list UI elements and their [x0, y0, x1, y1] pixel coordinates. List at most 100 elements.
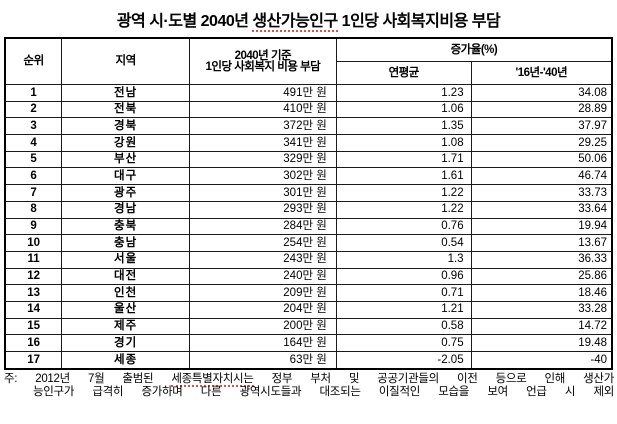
rank-cell: 11 — [4, 250, 63, 269]
annual-growth-cell: 1.35 — [335, 117, 472, 136]
cost-cell: 491만 원 — [188, 84, 337, 102]
table-row: 16 경기 164만 원 0.75 19.48 — [4, 334, 613, 352]
period-growth-cell: 14.72 — [470, 317, 613, 336]
cost-cell: 341만 원 — [188, 134, 337, 152]
region-cell: 경기 — [61, 334, 190, 352]
rank-column-header: 순위 — [4, 37, 63, 85]
period-growth-cell: 33.28 — [470, 300, 613, 319]
period-growth-cell: 37.97 — [470, 117, 613, 136]
rank-cell: 1 — [4, 84, 63, 102]
table-row: 9 충북 284만 원 0.76 19.94 — [4, 217, 613, 236]
table-row: 13 인천 209만 원 0.71 18.46 — [4, 284, 613, 302]
footnote-line-2: 능인구가 급격히 증가하며 다른 광역시도들과 대조되는 이질적인 모습을 보여… — [33, 386, 614, 399]
region-cell: 전남 — [61, 84, 190, 102]
table-row: 4 강원 341만 원 1.08 29.25 — [4, 134, 613, 152]
table-row: 7 광주 301만 원 1.22 33.73 — [4, 184, 613, 202]
region-cell: 세종 — [61, 350, 190, 370]
annual-growth-cell: 1.22 — [335, 184, 472, 202]
region-cell: 경남 — [61, 200, 190, 219]
period-growth-cell: 46.74 — [470, 167, 613, 186]
table-header-row-2: 연평균 '16년-'40년 — [5, 61, 613, 85]
cost-column-header-line2: 1인당 사회복지 비용 부담 — [205, 60, 321, 73]
welfare-cost-table: 순위 지역 2040년 기준 1인당 사회복지 비용 부담 증가율(%) 연평균… — [4, 37, 613, 370]
annual-growth-cell: -2.05 — [335, 350, 472, 370]
cost-cell: 372만 원 — [188, 117, 337, 136]
table-row: 15 제주 200만 원 0.58 14.72 — [4, 317, 613, 336]
cost-cell: 240만 원 — [188, 267, 337, 286]
region-cell: 충남 — [61, 234, 190, 252]
page-title-post: 1인당 사회복지비용 부담 — [337, 13, 501, 30]
rank-cell: 15 — [4, 317, 63, 336]
region-cell: 강원 — [61, 134, 190, 152]
period-growth-cell: 25.86 — [470, 267, 613, 286]
table-row: 11 서울 243만 원 1.3 36.33 — [4, 250, 613, 269]
rank-cell: 17 — [4, 350, 63, 370]
rank-cell: 13 — [4, 284, 63, 302]
footnote-line-1: 주: 2012년 7월 출범된 세종특별자치시는 정부 부처 및 공공기관들의 … — [4, 372, 615, 387]
rank-cell: 14 — [4, 300, 63, 319]
cost-cell: 204만 원 — [188, 300, 337, 319]
period-growth-cell: 29.25 — [470, 134, 613, 152]
annual-growth-column-header: 연평균 — [335, 61, 472, 85]
rank-cell: 10 — [4, 234, 63, 252]
footnote-line1-post: 정부 부처 및 공공기관들의 이전 등으로 인해 생산가 — [253, 372, 615, 385]
table-row: 12 대전 240만 원 0.96 25.86 — [4, 267, 613, 286]
cost-cell: 164만 원 — [188, 334, 337, 352]
annual-growth-cell: 0.75 — [335, 334, 472, 352]
cost-cell: 329만 원 — [188, 150, 337, 169]
cost-cell: 410만 원 — [188, 100, 337, 119]
annual-growth-cell: 1.61 — [335, 167, 472, 186]
annual-growth-cell: 1.71 — [335, 150, 472, 169]
table-row: 6 대구 302만 원 1.61 46.74 — [4, 167, 613, 186]
rank-cell: 3 — [4, 117, 63, 136]
table-header-row-1: 순위 지역 2040년 기준 1인당 사회복지 비용 부담 증가율(%) — [4, 37, 613, 85]
region-cell: 경북 — [61, 117, 190, 136]
page-title-pre: 광역 시·도별 2040년 — [116, 13, 253, 30]
region-column-header: 지역 — [61, 37, 190, 85]
rank-cell: 16 — [4, 334, 63, 352]
cost-cell: 302만 원 — [188, 167, 337, 186]
annual-growth-cell: 1.22 — [335, 200, 472, 219]
table-row: 3 경북 372만 원 1.35 37.97 — [4, 117, 613, 136]
table-row: 14 울산 204만 원 1.21 33.28 — [4, 300, 613, 319]
footnote-spellchecked-word: 세종특별자치시는 — [171, 372, 254, 387]
cost-cell: 293만 원 — [188, 200, 337, 219]
table-body: 1 전남 491만 원 1.23 34.08 2 전북 410만 원 1.06 28.89 3 경북 3… — [4, 84, 613, 370]
rank-cell: 5 — [4, 150, 63, 169]
table-row: 5 부산 329만 원 1.71 50.06 — [4, 150, 613, 169]
annual-growth-cell: 0.54 — [335, 234, 472, 252]
period-growth-cell: 18.46 — [470, 284, 613, 302]
growth-group-header: 증가율(%) — [335, 37, 613, 62]
rank-cell: 2 — [4, 100, 63, 119]
cost-cell: 243만 원 — [188, 250, 337, 269]
region-cell: 제주 — [61, 317, 190, 336]
footnote: 주: 2012년 7월 출범된 세종특별자치시는 정부 부처 및 공공기관들의 … — [4, 372, 615, 400]
period-growth-cell: 19.94 — [470, 217, 613, 236]
period-growth-cell: 50.06 — [470, 150, 613, 169]
annual-growth-cell: 1.06 — [335, 100, 472, 119]
period-growth-cell: 28.89 — [470, 100, 613, 119]
table-row: 2 전북 410만 원 1.06 28.89 — [4, 100, 613, 119]
table-row: 1 전남 491만 원 1.23 34.08 — [4, 84, 613, 102]
cost-cell: 63만 원 — [188, 350, 337, 370]
region-cell: 전북 — [61, 100, 190, 119]
period-growth-cell: 33.73 — [470, 184, 613, 202]
period-growth-column-header: '16년-'40년 — [470, 61, 613, 85]
region-cell: 인천 — [61, 284, 190, 302]
cost-cell: 200만 원 — [188, 317, 337, 336]
region-cell: 대전 — [61, 267, 190, 286]
annual-growth-cell: 1.3 — [335, 250, 472, 269]
table-row: 10 충남 254만 원 0.54 13.67 — [4, 234, 613, 252]
table-row: 17 세종 63만 원 -2.05 -40 — [4, 350, 613, 370]
annual-growth-cell: 0.71 — [335, 284, 472, 302]
period-growth-cell: 19.48 — [470, 334, 613, 352]
period-growth-cell: -40 — [470, 350, 613, 370]
annual-growth-cell: 0.58 — [335, 317, 472, 336]
table-row: 8 경남 293만 원 1.22 33.64 — [4, 200, 613, 219]
annual-growth-cell: 0.76 — [335, 217, 472, 236]
rank-cell: 12 — [4, 267, 63, 286]
cost-cell: 254만 원 — [188, 234, 337, 252]
annual-growth-cell: 1.08 — [335, 134, 472, 152]
region-cell: 서울 — [61, 250, 190, 269]
cost-cell: 284만 원 — [188, 217, 337, 236]
